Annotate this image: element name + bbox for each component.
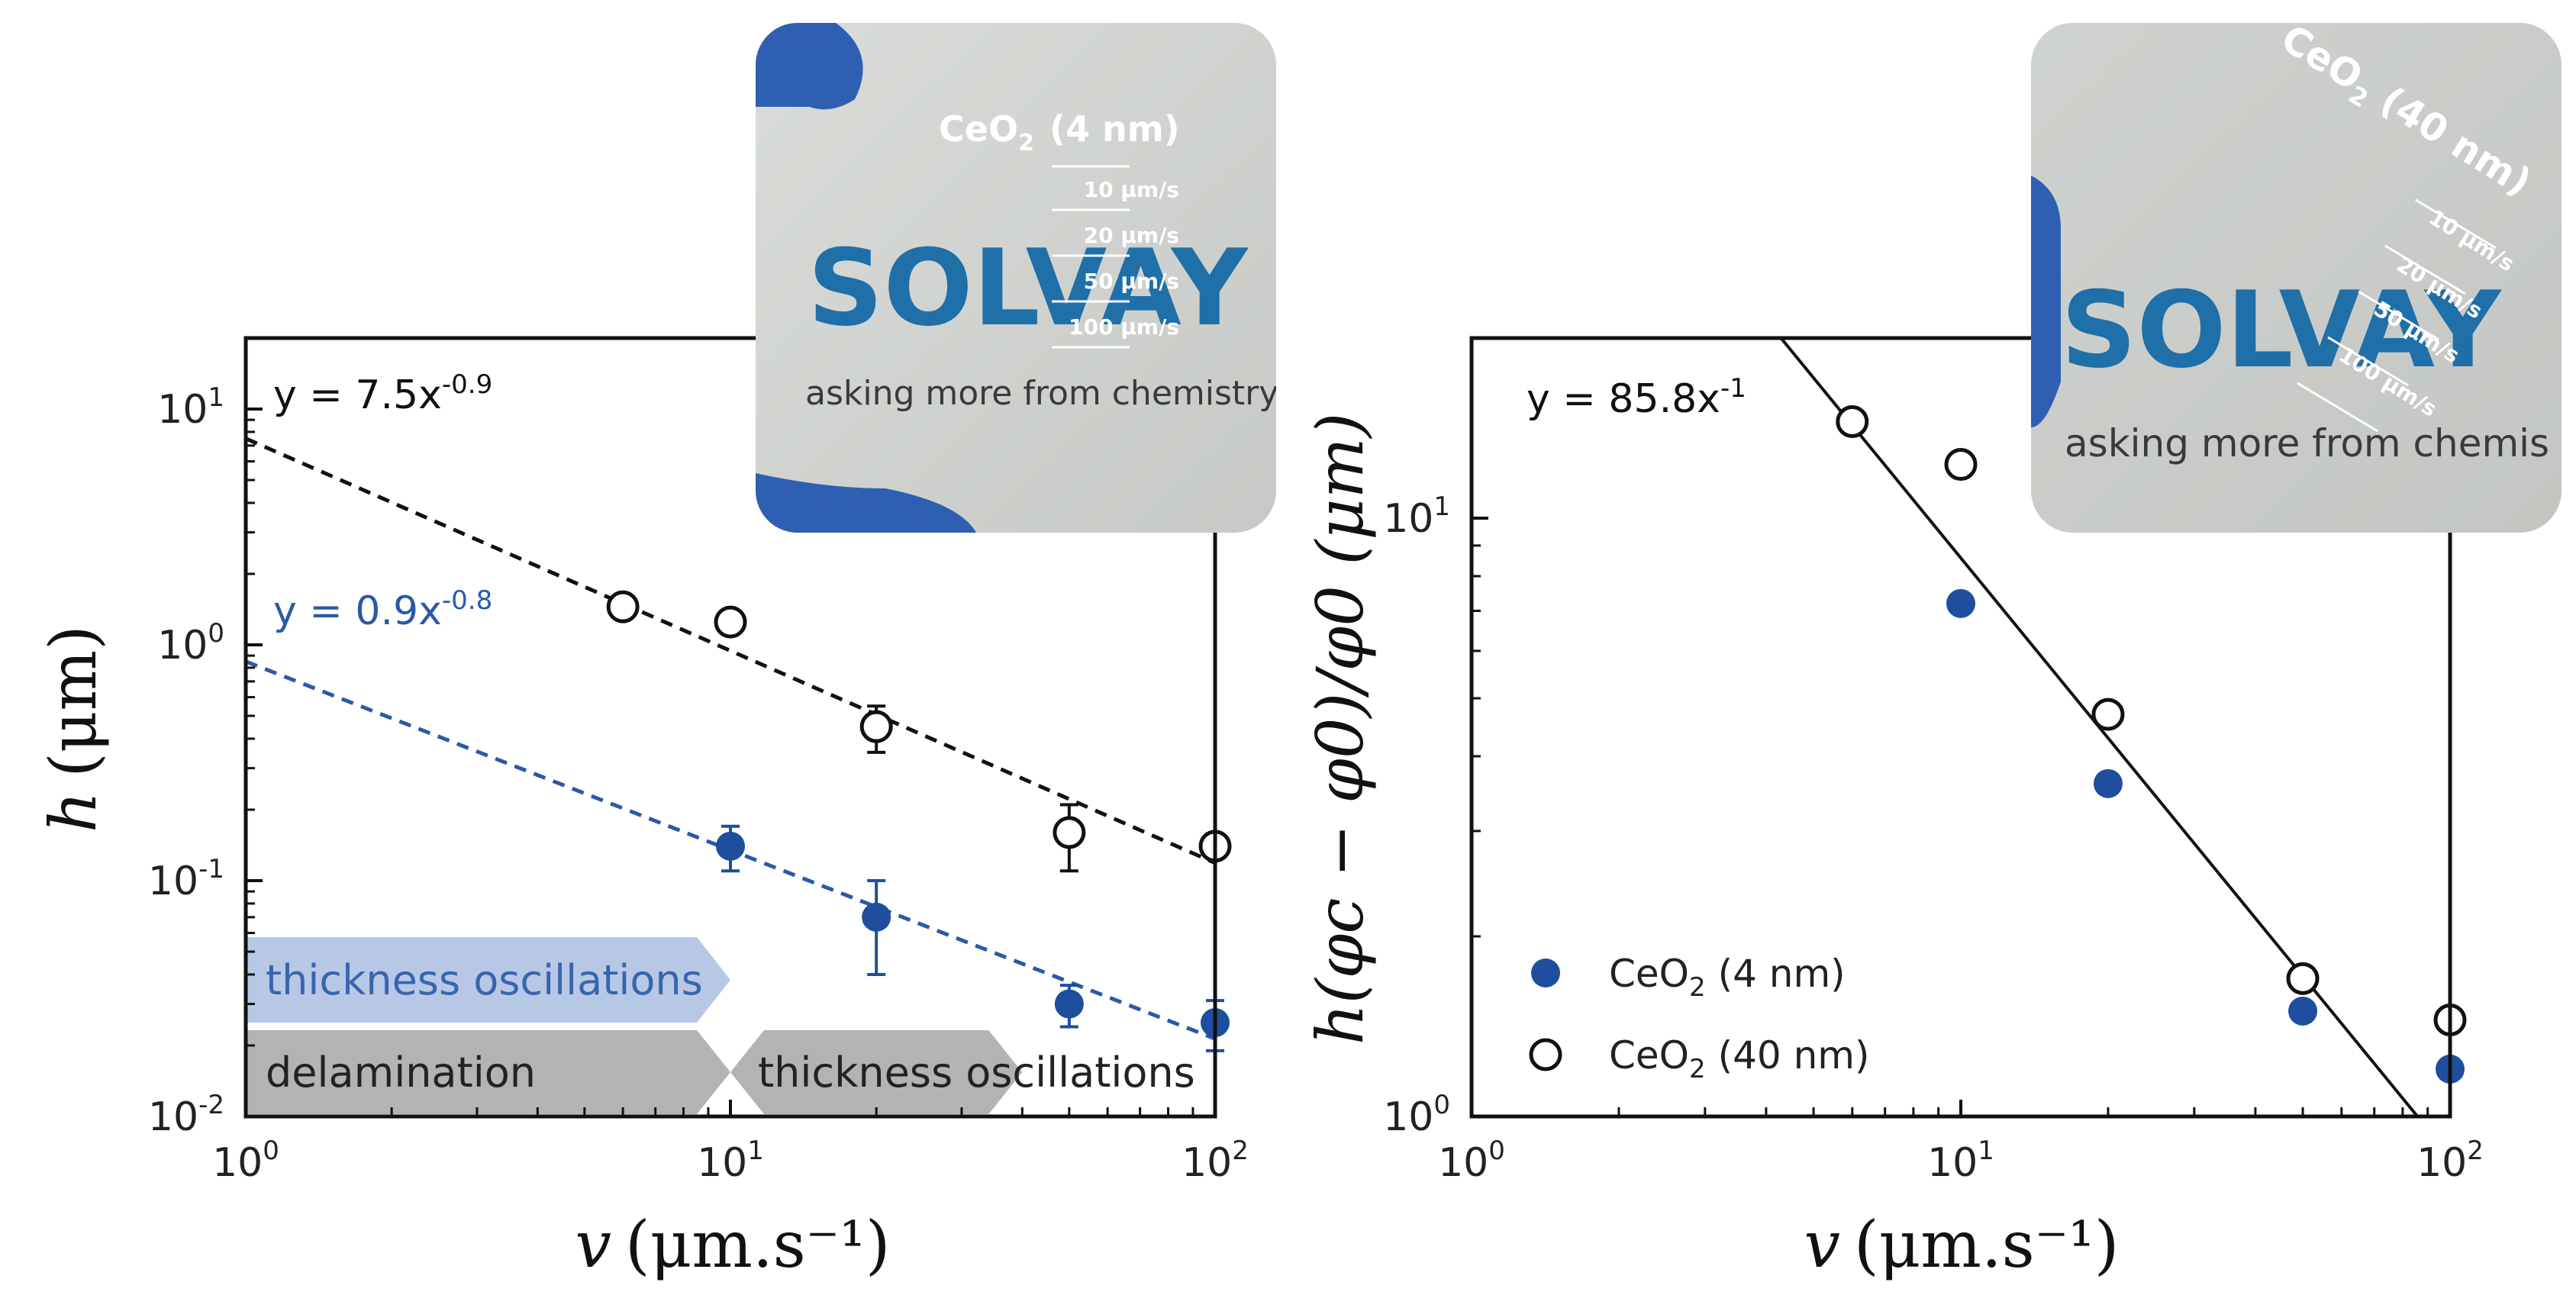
y-tick-label: 101 [157,382,224,433]
y-tick-label: 10-2 [148,1090,224,1140]
photo-sample-label: CeO2 (4 nm) [939,108,1180,156]
y-axis-label: h(μm) [36,625,111,833]
photo-tagline: asking more from chemistry® [805,374,1312,413]
regime-band-label: thickness oscillations [266,956,703,1004]
x-tick-label: 100 [1438,1136,1505,1186]
data-point-filled [2288,996,2318,1026]
data-point-open [606,590,640,623]
photo-logo: SOLVAY [2061,269,2503,391]
data-point-open [1053,816,1086,849]
fit-lines [1778,338,2420,1116]
y-tick-label: 100 [1383,1090,1450,1140]
data-point-filled [716,831,745,861]
speed-label: 10 μm/s [1084,177,1179,202]
right-panel: 100 101 102 100 101 y = 85.8x-1 CeO2 (4 nm) … [1303,23,2561,1282]
legend-entry-40nm: CeO2 (40 nm) [1609,1033,1870,1084]
speed-label: 20 μm/s [1084,223,1179,248]
legend-marker-open [1529,1038,1562,1071]
legend-entry-4nm: CeO2 (4 nm) [1609,952,1846,1003]
speed-label: 100 μm/s [1069,314,1179,340]
inset-photo-40nm: SOLVAY asking more from chemis CeO2(40 n… [2031,23,2561,533]
glove-icon [756,23,863,110]
glove-icon [756,473,977,533]
data-point-filled [1054,989,1084,1019]
fit-equation-black: y = 7.5x-0.9 [273,369,492,418]
fit-line [1778,338,2420,1116]
regime-band [246,937,730,1023]
left-panel: thickness oscillations delamination thickn… [36,23,1312,1282]
x-tick-label: 101 [697,1136,764,1186]
regime-band [246,1030,730,1114]
data-point-filled [862,902,891,932]
axis-ticks: 100 101 102 10-2 10-1 100 101 [148,382,1249,1186]
x-tick-label: 101 [1927,1136,1994,1186]
x-axis-label: v (μm.s⁻¹) [575,1207,890,1282]
regime-band-label: delamination [266,1049,536,1097]
speed-label: 50 μm/s [1084,269,1179,294]
x-axis-label: v (μm.s⁻¹) [1804,1207,2119,1282]
y-tick-label: 100 [157,618,224,668]
data-point-open [714,605,747,639]
data-point-filled [2093,768,2123,798]
x-tick-label: 102 [1182,1136,1249,1186]
glove-icon [2031,176,2061,427]
data-point-open [1944,448,1978,482]
y-axis-label: h(φc − φ0)/φ0 (μm) [1303,413,1378,1045]
inset-photo-4nm: SOLVAY asking more from chemistry® 10 μm… [756,23,1312,533]
fit-equation-blue: y = 0.9x-0.8 [273,585,492,634]
y-tick-label: 10-1 [148,854,224,904]
legend-marker-filled [1531,958,1560,987]
data-point-open [1836,404,1869,438]
photo-logo: SOLVAY [808,227,1249,350]
data-point-open [2091,697,2125,731]
regime-band-label: thickness oscillations [758,1049,1195,1097]
data-point-open [859,710,893,743]
fit-line [246,437,1215,865]
legend: CeO2 (4 nm) CeO2 (40 nm) [1529,952,1870,1084]
data-point-filled [1946,588,1975,618]
x-tick-label: 100 [212,1136,279,1186]
regime-band [730,1030,1023,1114]
data-point-open [2286,962,2320,995]
x-tick-label: 102 [2416,1136,2484,1186]
photo-tagline: asking more from chemis [2065,421,2549,466]
regime-bands: thickness oscillations delamination thickn… [246,937,1195,1114]
y-tick-label: 101 [1383,491,1450,542]
fit-equation: y = 85.8x-1 [1527,373,1746,422]
axis-ticks: 100 101 102 100 101 [1383,491,2484,1186]
